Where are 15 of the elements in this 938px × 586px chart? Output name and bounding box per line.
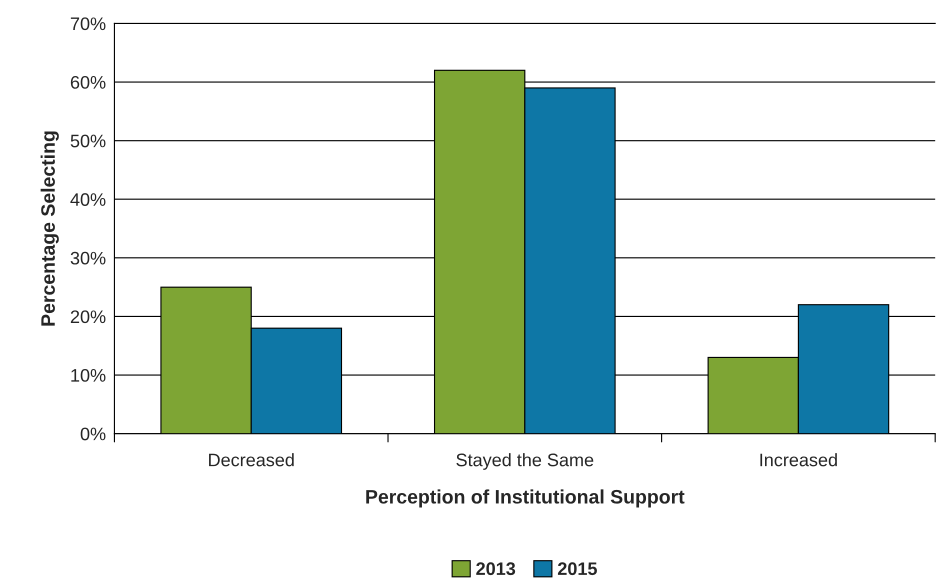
y-tick-label: 50% [70,134,106,148]
x-tick-label: Stayed the Same [456,453,594,470]
y-tick-label: 60% [70,76,106,89]
y-tick-label: 0% [80,428,106,440]
y-tick-label: 30% [70,252,106,265]
x-tick-label: Increased [760,453,837,466]
x-axis-title: Perception of Institutional Support [366,489,684,508]
y-tick-label: 10% [71,368,106,382]
y-tick-label: 40% [70,193,106,206]
y-tick-label: 20% [70,310,106,324]
y-axis-title: Percentage Selecting [40,131,59,326]
legend-label: 2013 [476,562,516,576]
legend-label: 2015 [558,562,597,576]
y-tick-label: 70% [70,17,106,30]
x-tick-label: Decreased [209,453,294,466]
